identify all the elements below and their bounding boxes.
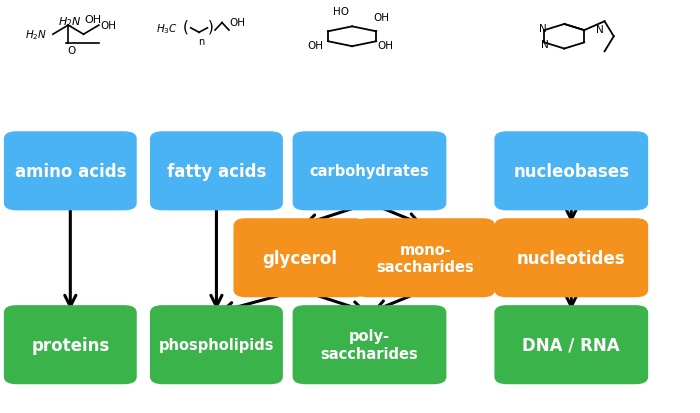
FancyBboxPatch shape bbox=[494, 306, 648, 384]
FancyBboxPatch shape bbox=[494, 132, 648, 211]
FancyBboxPatch shape bbox=[150, 306, 283, 384]
Text: OH: OH bbox=[229, 18, 245, 28]
Text: nucleobases: nucleobases bbox=[513, 162, 629, 180]
Text: DNA / RNA: DNA / RNA bbox=[522, 336, 620, 354]
Text: phospholipids: phospholipids bbox=[159, 337, 274, 352]
Text: $H_2N$: $H_2N$ bbox=[59, 15, 82, 29]
FancyBboxPatch shape bbox=[293, 306, 447, 384]
Text: N: N bbox=[540, 40, 548, 50]
Text: N: N bbox=[538, 24, 546, 34]
FancyBboxPatch shape bbox=[150, 132, 283, 211]
Text: OH: OH bbox=[373, 13, 389, 23]
Text: carbohydrates: carbohydrates bbox=[309, 164, 429, 179]
Text: glycerol: glycerol bbox=[262, 249, 337, 267]
Text: $H_2N$: $H_2N$ bbox=[25, 28, 48, 42]
Text: OH: OH bbox=[378, 40, 394, 50]
Text: amino acids: amino acids bbox=[15, 162, 126, 180]
FancyBboxPatch shape bbox=[494, 219, 648, 297]
Text: $H_3C$: $H_3C$ bbox=[156, 22, 178, 36]
Text: n: n bbox=[198, 37, 204, 47]
FancyBboxPatch shape bbox=[355, 219, 495, 297]
Text: OH: OH bbox=[84, 15, 102, 25]
Text: N: N bbox=[596, 25, 604, 36]
Text: nucleotides: nucleotides bbox=[517, 249, 626, 267]
Text: OH: OH bbox=[100, 21, 116, 31]
Text: HO: HO bbox=[332, 7, 349, 17]
Text: proteins: proteins bbox=[32, 336, 109, 354]
Text: (: ( bbox=[182, 19, 188, 34]
Text: OH: OH bbox=[307, 40, 323, 50]
Text: mono-
saccharides: mono- saccharides bbox=[377, 242, 474, 274]
Text: fatty acids: fatty acids bbox=[167, 162, 266, 180]
FancyBboxPatch shape bbox=[234, 219, 366, 297]
Text: poly-
saccharides: poly- saccharides bbox=[321, 329, 419, 361]
Text: O: O bbox=[68, 46, 76, 56]
FancyBboxPatch shape bbox=[4, 132, 136, 211]
Text: ): ) bbox=[208, 19, 214, 34]
FancyBboxPatch shape bbox=[4, 306, 136, 384]
FancyBboxPatch shape bbox=[293, 132, 447, 211]
